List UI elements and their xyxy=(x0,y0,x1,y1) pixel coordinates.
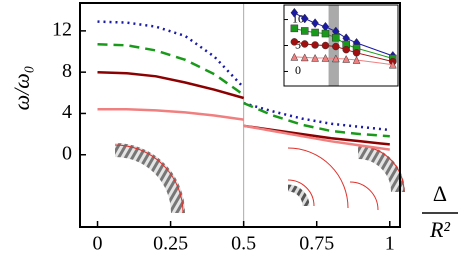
disc-edge xyxy=(287,147,349,209)
marker xyxy=(311,28,319,37)
plot-frame xyxy=(79,2,401,228)
series-line xyxy=(97,20,390,132)
marker xyxy=(332,33,340,42)
x-axis-label: Δ xyxy=(433,181,447,206)
marker xyxy=(300,27,309,35)
marker xyxy=(290,24,299,33)
series-line xyxy=(97,108,390,151)
disc-edge xyxy=(349,181,379,211)
marker xyxy=(352,49,361,57)
marker xyxy=(290,38,299,46)
marker xyxy=(300,13,309,24)
marker xyxy=(311,18,319,29)
series-line xyxy=(97,43,390,138)
x-tick-label: 0 xyxy=(93,233,103,255)
x-tick-label: 0.25 xyxy=(153,233,188,255)
marker xyxy=(290,7,299,18)
plot-frame xyxy=(283,4,399,87)
disc-stripes xyxy=(114,143,185,214)
marker xyxy=(388,60,397,69)
marker xyxy=(311,53,319,62)
marker xyxy=(290,52,299,61)
x-axis-label: R² xyxy=(429,217,450,242)
marker xyxy=(342,54,351,63)
disc-stripes xyxy=(287,184,310,207)
y-tick-label: 12 xyxy=(52,18,72,40)
marker xyxy=(321,41,330,50)
marker xyxy=(332,42,340,51)
marker xyxy=(300,40,309,48)
marker xyxy=(300,53,309,62)
y-tick-label: 8 xyxy=(62,60,72,82)
x-tick-label: 0.5 xyxy=(231,233,256,255)
y-tick-label: 5 xyxy=(295,37,301,51)
disc-stripes xyxy=(357,145,405,193)
illustrations xyxy=(114,143,405,214)
marker xyxy=(321,53,330,62)
marker xyxy=(311,41,319,49)
x-tick-label: 1 xyxy=(385,233,395,255)
marker xyxy=(342,45,350,54)
y-tick-label: 0 xyxy=(295,63,301,77)
disc-edge xyxy=(114,144,184,214)
y-tick-label: 0 xyxy=(62,142,72,164)
disc-edge xyxy=(287,179,315,207)
marker xyxy=(331,54,340,63)
marker xyxy=(321,29,330,38)
marker xyxy=(352,55,361,64)
x-tick-label: 0.75 xyxy=(299,233,334,255)
y-tick-label: 4 xyxy=(62,101,72,123)
y-axis-label: ω/ω₀ xyxy=(9,66,34,111)
